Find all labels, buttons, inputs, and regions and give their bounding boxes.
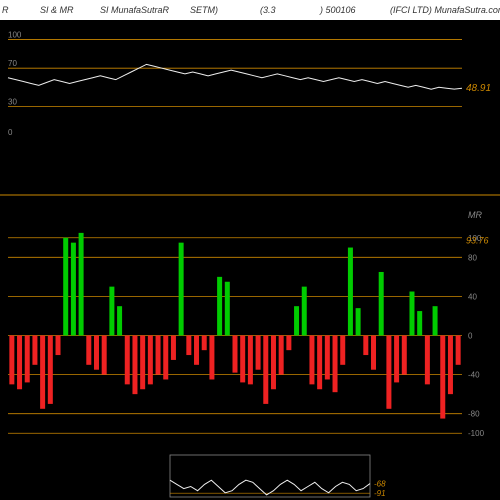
mr-bar	[9, 336, 14, 385]
mr-bar	[94, 336, 99, 370]
mr-bar	[140, 336, 145, 390]
mr-bar	[317, 336, 322, 390]
header-text: SI MunafaSutraR	[100, 5, 169, 15]
axis-label: 0	[468, 332, 473, 341]
mr-bar	[256, 336, 261, 370]
axis-label: 40	[468, 292, 477, 301]
mr-bar	[248, 336, 253, 385]
mr-bar	[32, 336, 37, 365]
mr-bar	[271, 336, 276, 390]
mr-bar	[186, 336, 191, 356]
mr-bar	[356, 308, 361, 335]
mini-label: -91	[374, 489, 386, 498]
mr-bar	[86, 336, 91, 365]
axis-label: -80	[468, 410, 480, 419]
header-text: SI & MR	[40, 5, 74, 15]
mr-bar	[409, 292, 414, 336]
mr-bar	[340, 336, 345, 365]
mr-bar	[179, 243, 184, 336]
axis-label: 0	[8, 128, 13, 137]
mr-bar	[194, 336, 199, 365]
mr-bar	[102, 336, 107, 375]
mr-bar	[402, 336, 407, 375]
mr-bar	[379, 272, 384, 336]
mr-bar	[71, 243, 76, 336]
mr-bar	[279, 336, 284, 375]
mr-bar	[225, 282, 230, 336]
header-text: SETM)	[190, 5, 218, 15]
mr-bar	[348, 248, 353, 336]
chart-header: R SI & MR SI MunafaSutraR SETM) (3.3 ) 500106…	[0, 0, 500, 20]
axis-label: 100	[8, 31, 22, 40]
mr-bar	[40, 336, 45, 409]
axis-label: 80	[468, 253, 477, 262]
mr-bar	[294, 306, 299, 335]
mr-bar	[132, 336, 137, 395]
mr-bar	[17, 336, 22, 390]
axis-label: 30	[8, 97, 17, 106]
mr-bar	[309, 336, 314, 385]
chart-svg: 3070100048.91MR-100-80-400408010093.76-9…	[0, 0, 500, 500]
mr-bar	[433, 306, 438, 335]
mr-bar	[117, 306, 122, 335]
header-text: ) 500106	[320, 5, 356, 15]
mr-bar	[202, 336, 207, 351]
mr-bar	[217, 277, 222, 336]
mr-bar	[386, 336, 391, 409]
mr-bar	[209, 336, 214, 380]
mr-bar	[440, 336, 445, 419]
mr-bar	[163, 336, 168, 380]
mr-bar	[286, 336, 291, 351]
axis-label: -100	[468, 429, 485, 438]
mr-bar	[394, 336, 399, 383]
mr-bar	[48, 336, 53, 404]
chart-container: R SI & MR SI MunafaSutraR SETM) (3.3 ) 500106…	[0, 0, 500, 500]
mr-bar	[425, 336, 430, 385]
mr-bar	[456, 336, 461, 365]
mr-bar	[417, 311, 422, 335]
axis-label: -40	[468, 371, 480, 380]
mr-bar	[448, 336, 453, 395]
mr-bar	[109, 287, 114, 336]
mr-bar	[156, 336, 161, 375]
axis-label: 70	[8, 59, 17, 68]
rsi-value: 48.91	[466, 83, 491, 94]
mr-bar	[79, 233, 84, 336]
mr-value: 93.76	[466, 236, 489, 246]
mr-bar	[263, 336, 268, 404]
mr-bar	[325, 336, 330, 380]
mr-bar	[148, 336, 153, 385]
header-text: R	[2, 5, 9, 15]
mr-bar	[171, 336, 176, 360]
mr-bar	[125, 336, 130, 385]
mr-bar	[333, 336, 338, 393]
mini-label: -68	[374, 480, 386, 489]
mr-bar	[363, 336, 368, 356]
header-text: (3.3	[260, 5, 276, 15]
mr-bar	[56, 336, 61, 356]
mr-bar	[63, 238, 68, 336]
mr-bar	[371, 336, 376, 370]
mr-bar	[233, 336, 238, 373]
mr-bar	[302, 287, 307, 336]
panel-label: MR	[468, 210, 482, 220]
header-text: (IFCI LTD) MunafaSutra.com	[390, 5, 500, 15]
mr-bar	[240, 336, 245, 383]
mr-bar	[25, 336, 30, 383]
